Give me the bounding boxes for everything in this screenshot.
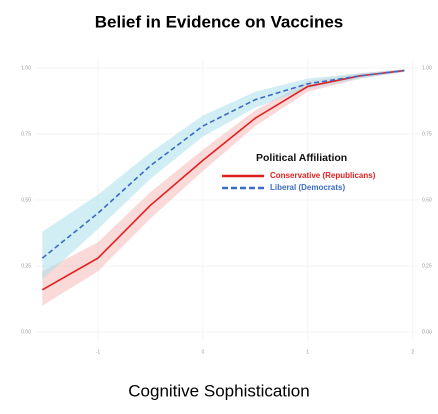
x-tick-label: -1 xyxy=(96,349,101,355)
y-tick-label: 1.00 xyxy=(21,65,31,71)
series-line xyxy=(41,69,405,259)
y2-tick-label: 0.25 xyxy=(422,263,432,269)
y2-tick-label: 1.00 xyxy=(422,65,432,71)
x-tick-label: 1 xyxy=(306,349,309,355)
confidence-band xyxy=(42,69,405,306)
legend-title: Political Affiliation xyxy=(256,152,347,164)
series-line xyxy=(41,69,405,291)
y2-tick-label: 0.50 xyxy=(422,197,432,203)
y-tick-label: 0.00 xyxy=(21,329,31,335)
x-tick-label: 0 xyxy=(201,349,204,355)
y-tick-label: 0.25 xyxy=(21,263,31,269)
legend-label: Conservative (Republicans) xyxy=(270,171,376,180)
x-axis-label: Cognitive Sophistication xyxy=(128,381,309,400)
y-tick-label: 0.50 xyxy=(21,197,31,203)
y2-tick-label: 0.00 xyxy=(422,329,432,335)
y-tick-label: 0.75 xyxy=(21,131,31,137)
x-tick-label: 2 xyxy=(411,349,414,355)
confidence-band xyxy=(42,69,405,280)
y2-tick-label: 0.75 xyxy=(422,131,432,137)
chart-title: Belief in Evidence on Vaccines xyxy=(95,12,344,31)
legend-label: Liberal (Democrats) xyxy=(270,183,345,192)
